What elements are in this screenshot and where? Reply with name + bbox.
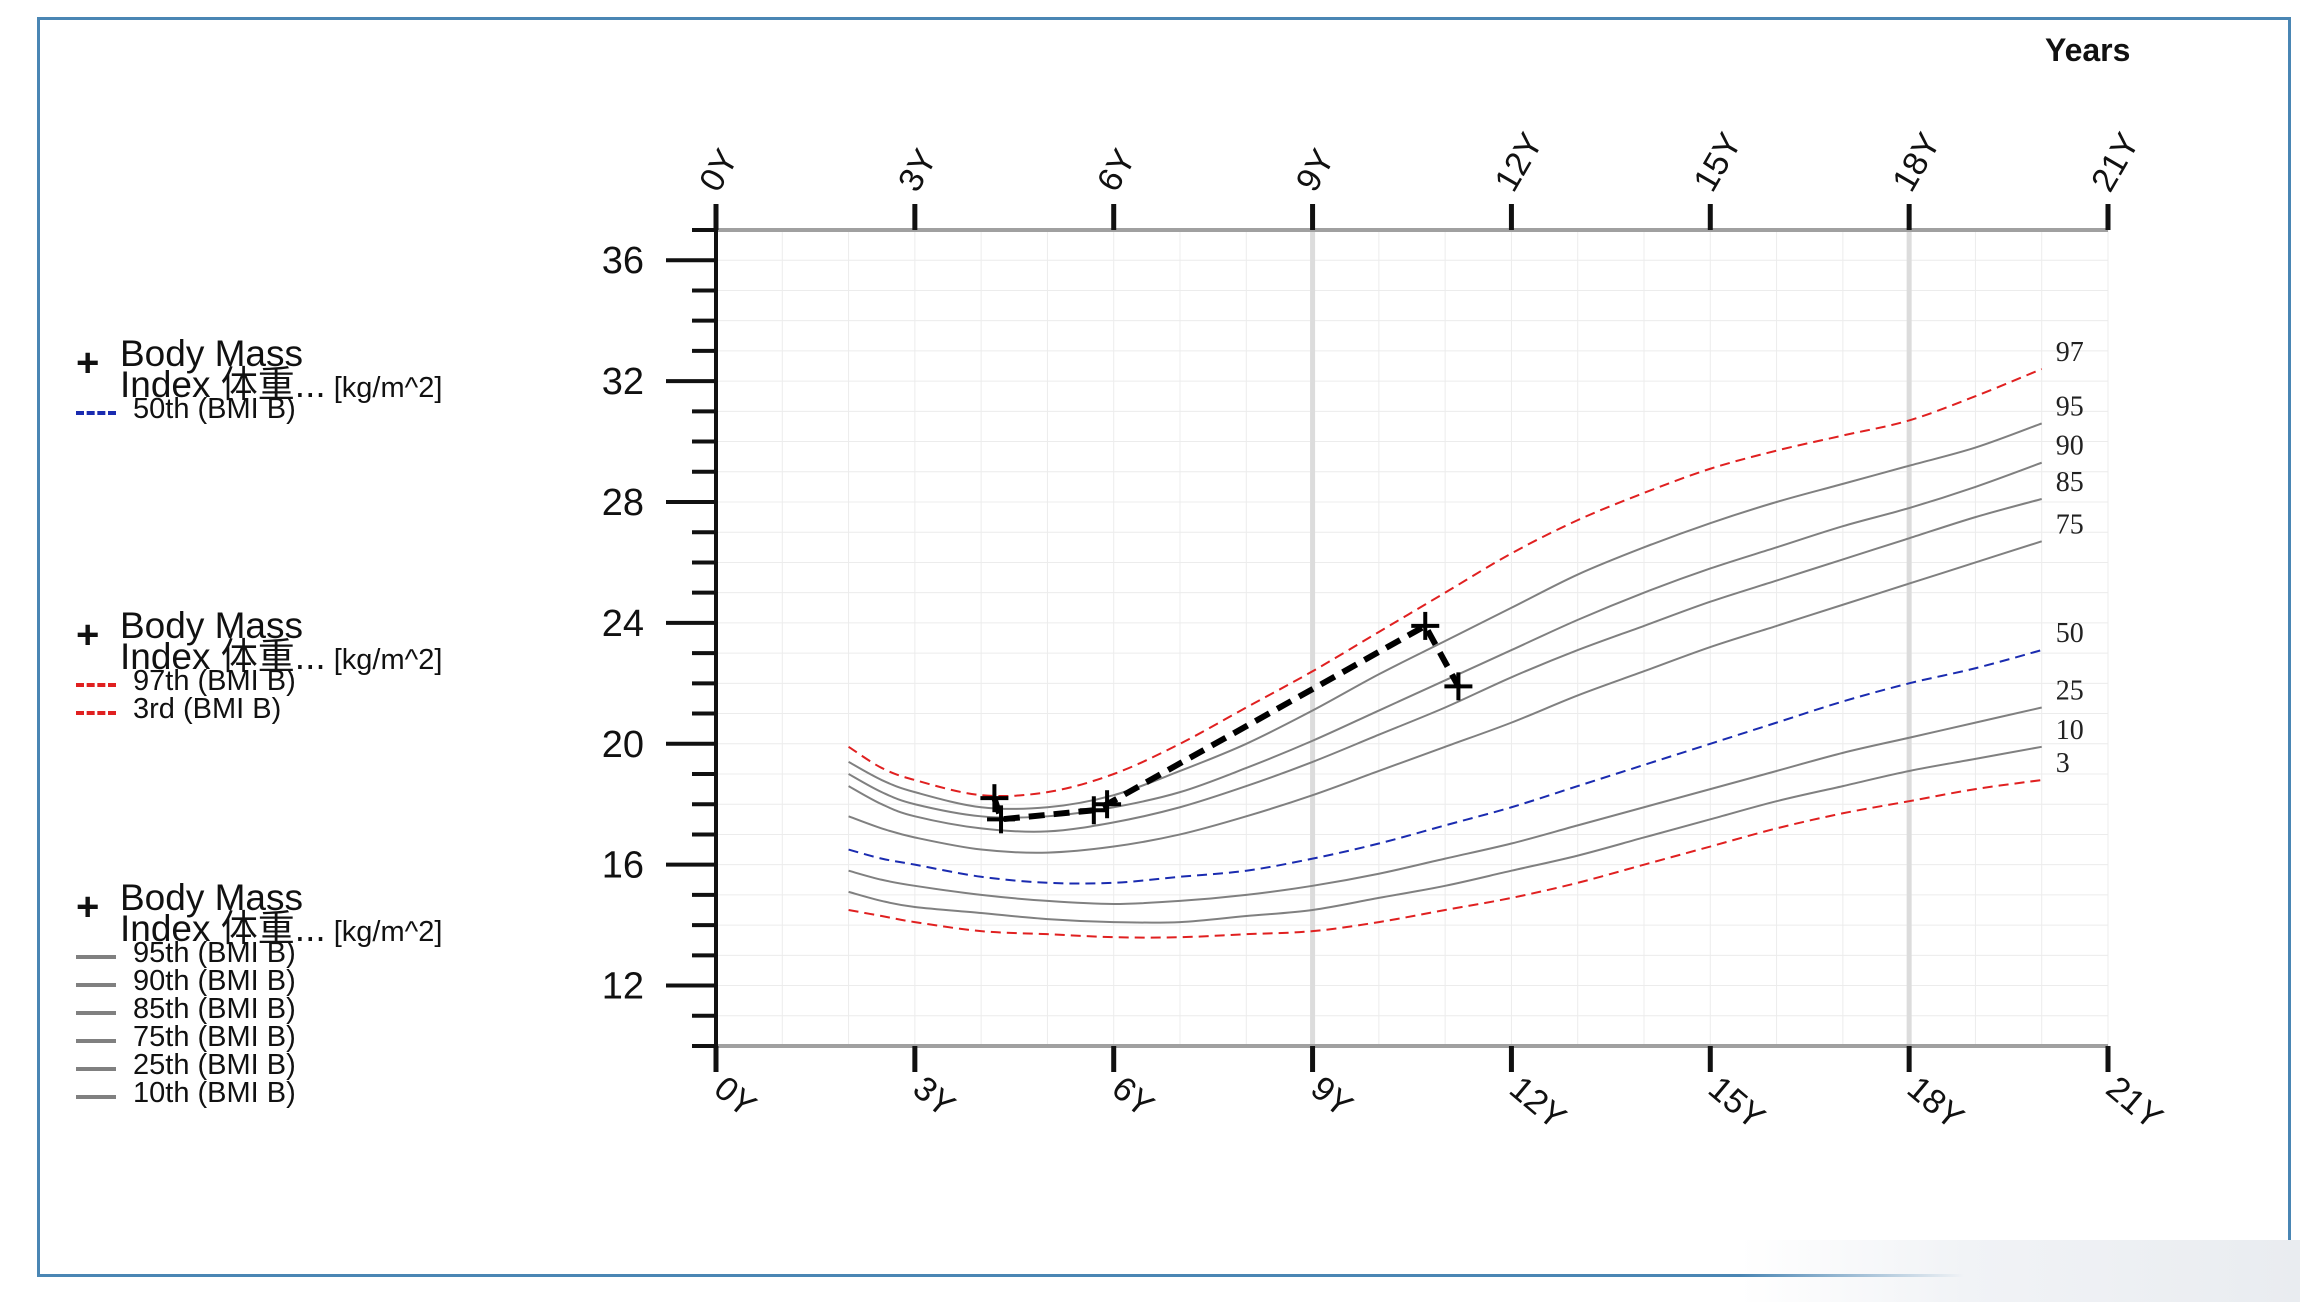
legend-unit: [kg/m^2]	[325, 916, 443, 948]
y-tick-label: 12	[602, 966, 644, 1008]
percentile-line-p50	[848, 649, 2042, 885]
percentile-end-label: 90	[2056, 431, 2084, 462]
dashed-line-swatch-icon	[76, 683, 116, 687]
bottom-scroll-shadow	[1740, 1240, 2300, 1302]
patient-bmi-line	[991, 621, 1462, 823]
percentile-end-label: 75	[2056, 509, 2084, 540]
x-axis-unit-label: Years	[2045, 32, 2131, 68]
y-tick-label: 28	[602, 482, 644, 524]
legend-label: 95th (BMI B)	[133, 937, 296, 969]
plot-area	[716, 230, 2108, 1046]
legend-label: 25th (BMI B)	[133, 1049, 296, 1081]
x-tick-label-bottom: 12Y	[1502, 1069, 1573, 1137]
legend-title-line1: Body Mass	[120, 877, 304, 918]
dashed-line-swatch-icon	[76, 411, 116, 415]
legend-label: 97th (BMI B)	[133, 665, 296, 697]
legend-unit: [kg/m^2]	[325, 644, 443, 676]
percentile-line-p25	[848, 706, 2042, 905]
legend-unit: [kg/m^2]	[325, 372, 443, 404]
y-tick-label: 16	[602, 845, 644, 887]
x-tick-label-top: 15Y	[1686, 127, 1749, 198]
y-tick-label: 32	[602, 361, 644, 403]
percentile-line-p3	[848, 779, 2042, 939]
dashed-line-swatch-icon	[76, 711, 116, 715]
x-tick-label-top: 3Y	[891, 143, 945, 198]
legend-label: 90th (BMI B)	[133, 965, 296, 997]
legend-title-line1: Body Mass	[120, 605, 304, 646]
legend-title-line2: Index 体重...	[120, 364, 326, 405]
solid-line-swatch-icon	[76, 1095, 116, 1099]
plus-marker-icon: +	[76, 885, 100, 929]
x-tick-label-bottom: 0Y	[707, 1069, 763, 1125]
plus-marker-icon: +	[76, 341, 100, 385]
plus-marker-icon: +	[76, 613, 100, 657]
solid-line-swatch-icon	[76, 1011, 116, 1015]
legend-label: 75th (BMI B)	[133, 1021, 296, 1053]
percentile-end-label: 10	[2056, 715, 2084, 746]
percentile-line-p97	[848, 368, 2043, 798]
legend-label: 10th (BMI B)	[133, 1077, 296, 1109]
x-tick-label-top: 6Y	[1090, 143, 1144, 198]
x-tick-label-top: 21Y	[2084, 127, 2147, 198]
legend-label: 85th (BMI B)	[133, 993, 296, 1025]
legend-title-line2: Index 体重...	[120, 908, 326, 949]
x-tick-label-bottom: 18Y	[1900, 1069, 1971, 1137]
y-tick-label: 24	[602, 603, 644, 645]
x-tick-label-bottom: 6Y	[1105, 1069, 1161, 1125]
x-tick-label-bottom: 3Y	[906, 1069, 962, 1125]
percentile-end-label: 50	[2056, 618, 2084, 649]
solid-line-swatch-icon	[76, 1039, 116, 1043]
legend-title-line2: Index 体重...	[120, 636, 326, 677]
x-tick-label-bottom: 15Y	[1701, 1069, 1772, 1137]
legend-title-line1: Body Mass	[120, 333, 304, 374]
x-tick-label-top: 12Y	[1487, 127, 1550, 198]
x-tick-label-top: 18Y	[1885, 127, 1948, 198]
percentile-end-label: 25	[2056, 676, 2084, 707]
x-tick-label-top: 0Y	[692, 143, 746, 198]
y-tick-label: 36	[602, 240, 644, 282]
percentile-end-label: 97	[2056, 337, 2084, 368]
x-tick-label-top: 9Y	[1289, 143, 1343, 198]
x-tick-label-bottom: 9Y	[1303, 1069, 1359, 1125]
y-tick-label: 20	[602, 724, 644, 766]
solid-line-swatch-icon	[76, 983, 116, 987]
solid-line-swatch-icon	[76, 1067, 116, 1071]
percentile-line-p75	[848, 540, 2043, 854]
x-tick-label-bottom: 21Y	[2099, 1069, 2170, 1137]
percentile-line-p10	[848, 745, 2042, 924]
percentile-end-label: 3	[2056, 748, 2070, 779]
percentile-end-label: 95	[2056, 391, 2084, 422]
percentile-end-label: 85	[2056, 467, 2084, 498]
legend-label: 3rd (BMI B)	[133, 693, 282, 725]
legend-label: 50th (BMI B)	[133, 393, 296, 425]
solid-line-swatch-icon	[76, 955, 116, 959]
